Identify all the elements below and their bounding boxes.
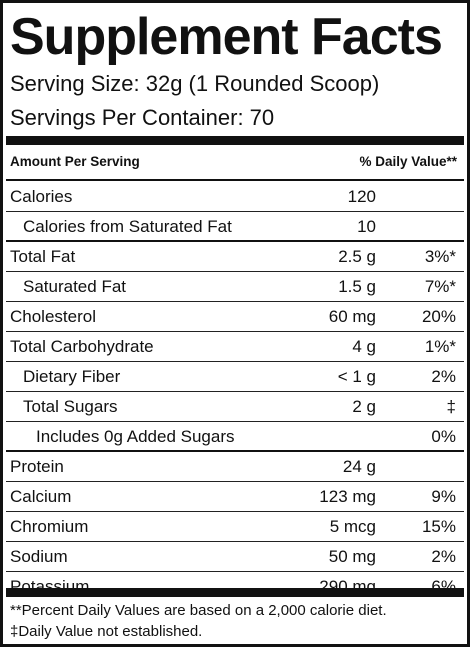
nutrient-name: Chromium	[10, 517, 89, 536]
nutrient-name: Calories	[10, 187, 73, 206]
nutrient-name: Calcium	[10, 487, 72, 506]
nutrient-amount: 10	[357, 217, 376, 236]
nutrient-daily-value: 20%	[421, 307, 456, 326]
nutrient-amount: 50 mg	[328, 547, 376, 566]
serving-size: Serving Size: 32g (1 Rounded Scoop)	[10, 71, 380, 96]
table-row: Chromium 5 mcg 15%	[6, 512, 464, 542]
table-row: Saturated Fat 1.5 g 7%*	[6, 272, 464, 302]
nutrient-daily-value: 0%	[431, 427, 456, 446]
table-row: Calories from Saturated Fat 10	[6, 212, 464, 242]
nutrient-name: Sodium	[10, 547, 68, 566]
nutrient-amount: 4 g	[352, 337, 376, 356]
table-row: Dietary Fiber < 1 g 2%	[6, 362, 464, 392]
nutrient-name: Saturated Fat	[23, 277, 127, 296]
daily-value-header: % Daily Value**	[359, 154, 457, 169]
nutrient-daily-value: 9%	[431, 487, 456, 506]
table-row: Total Carbohydrate 4 g 1%*	[6, 332, 464, 362]
nutrient-amount: 5 mcg	[329, 517, 376, 536]
footnote-not-established: ‡Daily Value not established.	[10, 623, 203, 640]
nutrient-daily-value: 7%*	[424, 277, 456, 296]
nutrient-amount: 1.5 g	[338, 277, 376, 296]
nutrient-amount: 60 mg	[328, 307, 376, 326]
table-row: Calories 120	[6, 182, 464, 212]
table-row: Total Fat 2.5 g 3%*	[6, 242, 464, 272]
nutrient-name: Cholesterol	[10, 307, 96, 326]
nutrient-table: Calories 120 Calories from Saturated Fat 10…	[6, 182, 464, 601]
nutrient-name: Total Carbohydrate	[10, 337, 154, 356]
nutrient-amount: 120	[347, 187, 376, 206]
table-row: Calcium 123 mg 9%	[6, 482, 464, 512]
nutrient-daily-value: ‡	[446, 397, 456, 416]
nutrient-name: Total Fat	[10, 247, 76, 266]
top-divider-bar	[6, 136, 464, 145]
nutrient-amount: < 1 g	[337, 367, 376, 386]
label-title: Supplement Facts	[10, 8, 443, 66]
table-row: Total Sugars 2 g ‡	[6, 392, 464, 422]
nutrient-amount: 123 mg	[319, 487, 376, 506]
nutrient-amount: 24 g	[342, 457, 376, 476]
nutrient-daily-value: 2%	[431, 547, 456, 566]
bottom-divider-bar	[6, 588, 464, 597]
nutrient-name: Calories from Saturated Fat	[23, 217, 232, 236]
nutrient-daily-value: 3%*	[424, 247, 456, 266]
header-divider	[6, 179, 464, 181]
nutrient-daily-value: 1%*	[424, 337, 456, 356]
nutrient-name: Includes 0g Added Sugars	[36, 427, 235, 446]
table-header: Amount Per Serving % Daily Value**	[10, 151, 457, 173]
table-row: Cholesterol 60 mg 20%	[6, 302, 464, 332]
nutrient-amount: 2.5 g	[338, 247, 376, 266]
nutrient-daily-value: 2%	[431, 367, 456, 386]
table-row: Sodium 50 mg 2%	[6, 542, 464, 572]
nutrient-name: Total Sugars	[23, 397, 118, 416]
table-row: Includes 0g Added Sugars 0%	[6, 422, 464, 452]
servings-per-container: Servings Per Container: 70	[10, 105, 275, 130]
table-row: Protein 24 g	[6, 452, 464, 482]
nutrient-name: Dietary Fiber	[23, 367, 121, 386]
amount-per-serving-header: Amount Per Serving	[10, 154, 140, 169]
nutrient-daily-value: 15%	[421, 517, 456, 536]
nutrient-name: Protein	[10, 457, 64, 476]
nutrient-amount: 2 g	[352, 397, 376, 416]
footnote-daily-value: **Percent Daily Values are based on a 2,…	[10, 602, 387, 619]
